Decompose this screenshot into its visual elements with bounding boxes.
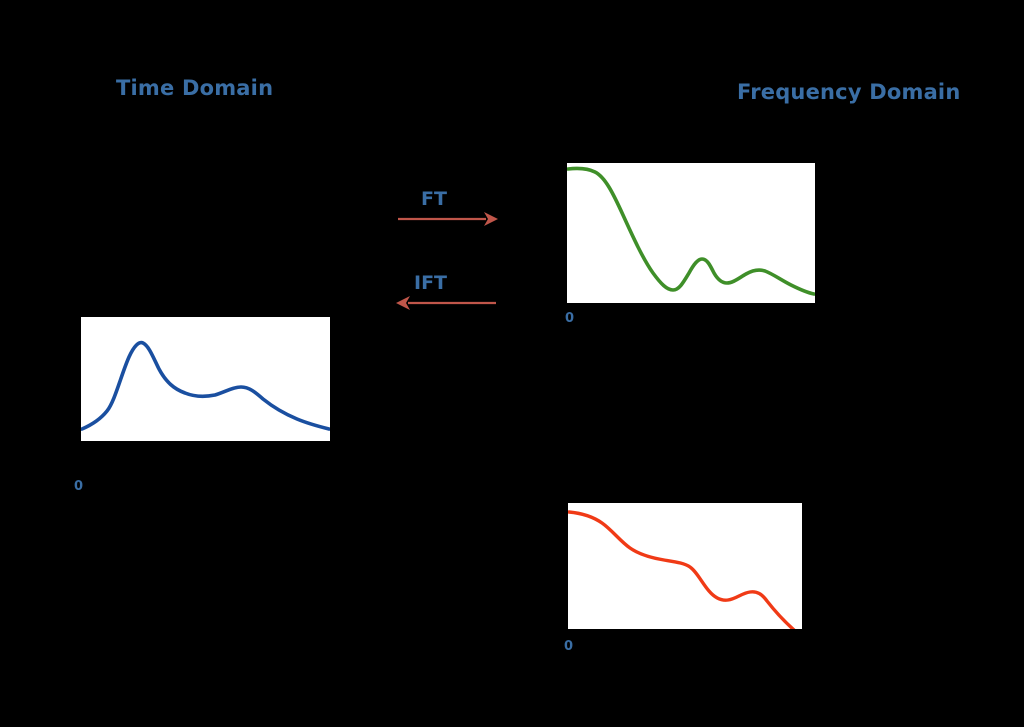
time-domain-curve bbox=[81, 340, 330, 431]
frequency-domain-zero-label: 0 bbox=[565, 311, 575, 326]
ift-arrow-group: IFT bbox=[388, 272, 508, 314]
ft-arrow-group: FT bbox=[390, 188, 510, 230]
filtered-response-plot bbox=[568, 503, 802, 629]
frequency-domain-plot bbox=[567, 163, 815, 303]
time-domain-title: Time Domain bbox=[116, 76, 274, 100]
filtered-response-zero-label: 0 bbox=[564, 639, 574, 654]
ft-arrow-icon bbox=[398, 212, 498, 226]
ift-arrow-label: IFT bbox=[414, 272, 448, 294]
time-domain-plot bbox=[81, 317, 330, 441]
frequency-domain-curve bbox=[567, 166, 815, 296]
ft-arrow-label: FT bbox=[421, 188, 447, 210]
filtered-response-curve bbox=[568, 510, 796, 629]
ift-arrow-icon bbox=[396, 296, 496, 310]
time-domain-zero-label: 0 bbox=[74, 479, 84, 494]
frequency-domain-title: Frequency Domain bbox=[737, 80, 961, 104]
